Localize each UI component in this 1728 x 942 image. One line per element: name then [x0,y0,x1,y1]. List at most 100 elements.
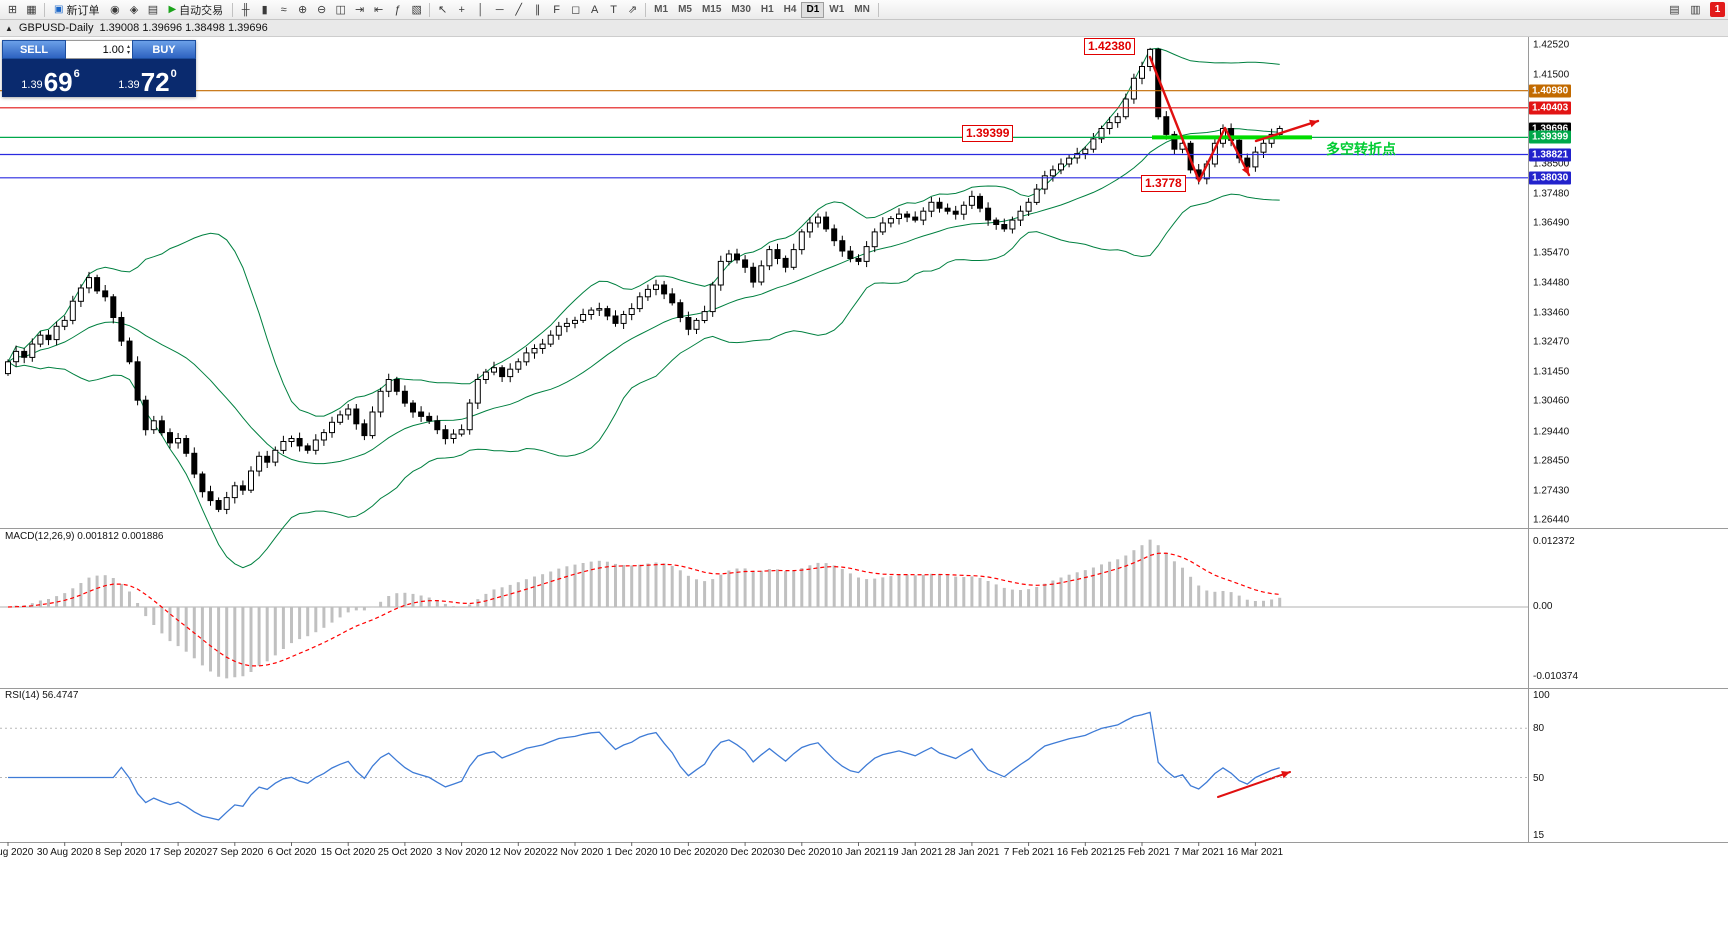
channel-icon[interactable]: ∥ [534,4,541,16]
horizontal-line-icon[interactable]: ─ [495,3,504,16]
timeframe-m5[interactable]: M5 [678,4,692,15]
price-level-lines[interactable] [0,90,1528,179]
rsi-arrow[interactable] [1217,771,1291,798]
timeframe-m15[interactable]: M15 [701,4,722,15]
price-annotation[interactable]: 1.3778 [1141,175,1186,192]
macd-axis-min: -0.010374 [1533,671,1579,682]
zigzag-arrow[interactable] [1148,55,1251,183]
turning-point-note[interactable]: 多空转折点 [1326,141,1396,157]
indicators-icon[interactable]: ƒ [394,3,401,16]
sell-button[interactable]: SELL [2,40,66,59]
timeframe-m30[interactable]: M30 [731,4,751,15]
bar-chart-icon[interactable]: ╫ [241,3,250,16]
new-order-button[interactable]: ▣ 新订单 [48,1,105,19]
breakout-arrow-head [1309,119,1318,128]
price-axis-badge: 1.40980 [1529,84,1572,98]
shapes-icon[interactable]: ◻ [571,4,581,16]
new-chart-icon[interactable]: ⊞ [7,4,18,16]
price-axis-label: 1.41500 [1533,69,1570,81]
bollinger-bands [7,47,1280,569]
chart-ohlc: 1.39008 1.39696 1.38498 1.39696 [99,22,268,34]
label-icon[interactable]: T [610,3,618,16]
auto-scroll-icon[interactable]: ⇥ [355,4,365,16]
timeframe-h4[interactable]: H4 [783,4,797,15]
buy-price[interactable]: 1.39 72 0 [99,59,196,97]
chart-shift-icon[interactable]: ⇤ [374,4,384,16]
price-annotation[interactable]: 1.39399 [962,125,1014,142]
zigzag-arrow-head [1241,166,1249,175]
timeframe-mn[interactable]: MN [854,4,870,15]
profiles-icon[interactable]: ▦ [26,4,37,16]
navigator-icon[interactable]: ◈ [129,4,139,16]
price-annotation[interactable]: 1.42380 [1084,38,1136,55]
spinner-down-icon[interactable]: ▾ [126,49,130,56]
market-watch-icon[interactable]: ◉ [110,4,120,16]
volume-spinner[interactable]: ▴ ▾ [127,44,130,56]
rsi-axis-label: 100 [1533,690,1550,701]
date-axis-label: 17 Sep 2020 [149,847,207,858]
notification-badge[interactable]: 1 [1710,2,1725,17]
spinner-up-icon[interactable]: ▴ [126,43,130,50]
tester-icon[interactable]: ▥ [1690,4,1701,16]
date-axis-label: 7 Feb 2021 [1003,847,1055,858]
price-axis-label: 1.32470 [1533,336,1570,348]
buy-price-sup: 0 [170,68,177,80]
workspace-icon[interactable]: ▤ [1669,4,1680,16]
templates-icon[interactable]: ▧ [411,4,422,16]
panel-separators [0,37,1728,843]
zoom-out-icon[interactable]: ⊖ [317,4,327,16]
price-axis-label: 1.29440 [1533,426,1570,437]
timeframe-m1[interactable]: M1 [654,4,669,15]
rsi-panel [0,711,1528,821]
price-axis-badge: 1.39399 [1529,130,1572,144]
trendline-icon[interactable]: ╱ [515,4,522,16]
terminal-icon[interactable]: ▤ [147,4,159,16]
candlestick-chart-icon[interactable]: ▮ [261,4,268,16]
candlesticks [5,47,1283,515]
date-axis-label: 25 Oct 2020 [377,847,433,858]
toolbar-separator [429,2,431,17]
macd-axis-max: 0.012372 [1533,536,1575,547]
date-axis-label: 20 Dec 2020 [716,847,774,858]
text-icon[interactable]: A [590,3,599,16]
sell-price-sup: 6 [73,68,80,80]
price-axis-label: 1.30460 [1533,395,1570,407]
date-axis-label: 6 Oct 2020 [267,847,317,858]
line-chart-icon[interactable]: ≈ [280,3,287,16]
date-axis-label: 0 Aug 2020 [0,847,34,858]
date-axis-label: 16 Mar 2021 [1226,847,1284,858]
breakout-arrow[interactable] [1254,119,1320,143]
trend-arrows[interactable] [1148,55,1320,798]
date-axis-label: 12 Nov 2020 [489,847,547,858]
date-axis-label: 30 Aug 2020 [36,847,94,858]
rsi-name: RSI(14) [5,690,40,701]
fibonacci-icon[interactable]: F [553,3,561,16]
price-axis-label: 1.38500 [1533,158,1570,170]
date-axis-label: 16 Feb 2021 [1056,847,1114,858]
crosshair-icon[interactable]: + [458,3,465,16]
vertical-line-icon[interactable]: │ [477,3,485,16]
price-axis-label: 1.31450 [1533,366,1570,378]
cursor-icon[interactable]: ↖ [438,4,448,16]
sell-price[interactable]: 1.39 69 6 [2,59,99,97]
buy-button[interactable]: BUY [132,40,196,59]
buy-price-main: 1.39 [118,79,140,91]
buy-price-big: 72 [140,67,170,97]
date-axis-label: 3 Nov 2020 [436,847,488,858]
autotrading-button[interactable]: ▶ 自动交易 [162,1,229,19]
timeframe-h1[interactable]: H1 [760,4,774,15]
timeframe-d1[interactable]: D1 [801,1,825,18]
new-order-label: 新订单 [66,4,100,17]
tile-windows-icon[interactable]: ◫ [335,4,346,16]
volume-input[interactable]: 1.00 ▴ ▾ [66,40,132,59]
price-axis-label: 1.36490 [1533,217,1570,229]
date-axis-label: 30 Dec 2020 [773,847,831,858]
timeframe-w1[interactable]: W1 [829,4,845,15]
volume-value: 1.00 [102,43,124,56]
arrow-tool-icon[interactable]: ⇗ [628,4,638,16]
macd-values: 0.001812 0.001886 [77,531,164,542]
trade-controls-row: SELL 1.00 ▴ ▾ BUY [2,40,196,59]
zoom-in-icon[interactable]: ⊕ [298,4,308,16]
